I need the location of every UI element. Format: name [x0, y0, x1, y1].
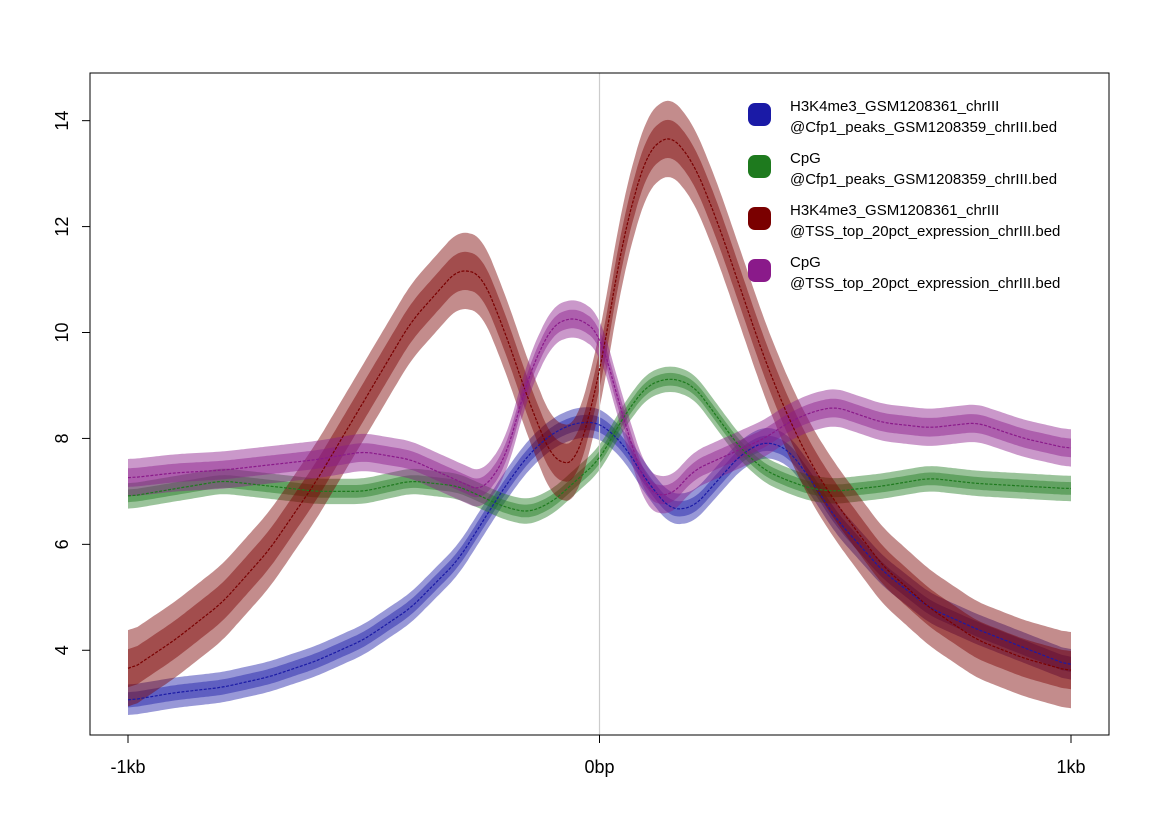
legend-label: @TSS_top_20pct_expression_chrIII.bed	[790, 275, 1060, 292]
y-tick-label: 14	[52, 111, 72, 131]
series-4-inner-band	[128, 309, 1071, 505]
y-axis: 4 6 8 10 12 14	[52, 111, 91, 655]
legend: H3K4me3_GSM1208361_chrIII @Cfp1_peaks_GSM…	[748, 98, 1060, 292]
x-axis: -1kb 0bp 1kb	[110, 734, 1086, 777]
series-4-line	[127, 318, 1072, 496]
series-1-line	[127, 421, 1072, 701]
y-tick-label: 8	[52, 433, 72, 443]
series-2-line	[127, 378, 1072, 512]
legend-label: @TSS_top_20pct_expression_chrIII.bed	[790, 223, 1060, 240]
legend-swatch	[748, 155, 771, 178]
series-3-inner-band	[128, 119, 1071, 690]
legend-label: CpG	[790, 150, 821, 167]
series-lines	[127, 138, 1072, 701]
series-1-outer-band	[128, 407, 1071, 715]
legend-label: CpG	[790, 254, 821, 271]
legend-label: @Cfp1_peaks_GSM1208359_chrIII.bed	[790, 171, 1057, 188]
x-tick-label: 1kb	[1056, 757, 1085, 777]
y-tick-label: 4	[52, 645, 72, 655]
y-tick-label: 10	[52, 322, 72, 342]
y-tick-label: 12	[52, 217, 72, 237]
legend-label: H3K4me3_GSM1208361_chrIII	[790, 98, 999, 115]
legend-swatch	[748, 259, 771, 282]
x-tick-label: -1kb	[110, 757, 145, 777]
series-3-line	[127, 138, 1072, 671]
legend-label: @Cfp1_peaks_GSM1208359_chrIII.bed	[790, 119, 1057, 136]
x-tick-label: 0bp	[584, 757, 614, 777]
legend-swatch	[748, 103, 771, 126]
legend-label: H3K4me3_GSM1208361_chrIII	[790, 202, 999, 219]
legend-swatch	[748, 207, 771, 230]
y-tick-label: 6	[52, 539, 72, 549]
series-1-inner-band	[128, 414, 1071, 708]
series-4-outer-band	[128, 300, 1071, 514]
